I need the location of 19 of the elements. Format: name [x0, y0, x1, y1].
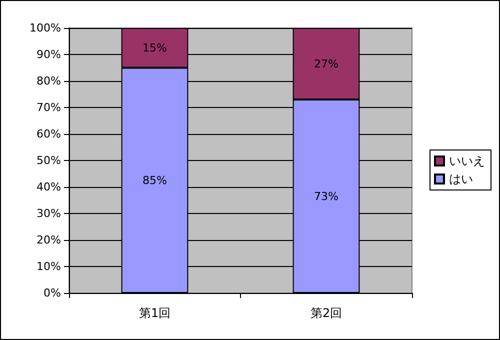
- data-label: 15%: [142, 41, 167, 54]
- y-tick-label: 40%: [36, 180, 61, 194]
- x-tick-label: 第1回: [138, 306, 171, 320]
- data-label: 27%: [314, 57, 338, 70]
- y-tick-label: 100%: [30, 22, 61, 34]
- legend-label: いいえ: [449, 154, 485, 168]
- data-label: 73%: [314, 190, 338, 203]
- data-label: 85%: [142, 174, 167, 187]
- y-tick-label: 30%: [36, 207, 61, 220]
- legend-label: はい: [449, 172, 473, 186]
- y-tick-label: 50%: [36, 154, 61, 167]
- y-tick-label: 80%: [36, 74, 61, 88]
- y-tick-label: 90%: [36, 48, 61, 61]
- y-tick-label: 70%: [36, 101, 61, 114]
- y-tick-label: 20%: [36, 234, 61, 246]
- y-tick-label: 10%: [36, 260, 61, 273]
- y-tick-label: 60%: [36, 128, 61, 140]
- x-tick-label: 第2回: [310, 306, 342, 320]
- y-tick-label: 0%: [44, 286, 61, 300]
